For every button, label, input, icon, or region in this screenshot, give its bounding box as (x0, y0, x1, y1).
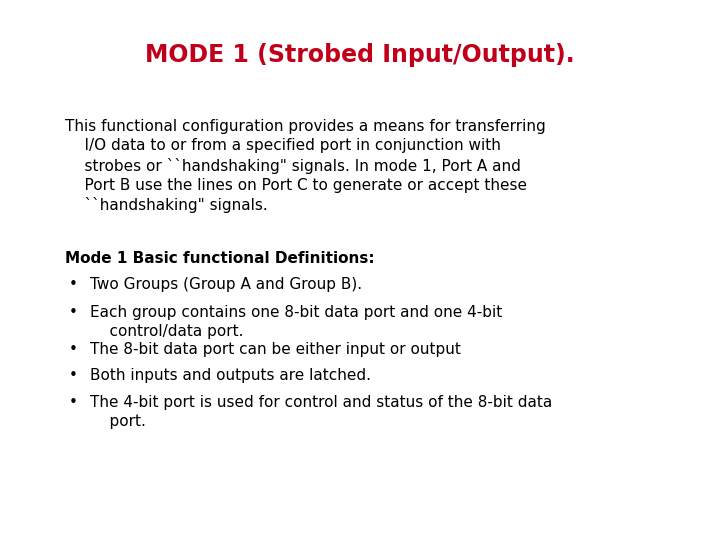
Text: The 4-bit port is used for control and status of the 8-bit data
    port.: The 4-bit port is used for control and s… (90, 395, 552, 429)
Text: •: • (68, 368, 77, 383)
Text: Two Groups (Group A and Group B).: Two Groups (Group A and Group B). (90, 277, 362, 292)
Text: Mode 1 Basic functional Definitions:: Mode 1 Basic functional Definitions: (65, 251, 374, 266)
Text: •: • (68, 277, 77, 292)
Text: Each group contains one 8-bit data port and one 4-bit
    control/data port.: Each group contains one 8-bit data port … (90, 305, 503, 339)
Text: •: • (68, 395, 77, 410)
Text: •: • (68, 342, 77, 357)
Text: Both inputs and outputs are latched.: Both inputs and outputs are latched. (90, 368, 371, 383)
Text: This functional configuration provides a means for transferring
    I/O data to : This functional configuration provides a… (65, 119, 546, 213)
Text: MODE 1 (Strobed Input/Output).: MODE 1 (Strobed Input/Output). (145, 43, 575, 67)
Text: The 8-bit data port can be either input or output: The 8-bit data port can be either input … (90, 342, 461, 357)
Text: •: • (68, 305, 77, 320)
